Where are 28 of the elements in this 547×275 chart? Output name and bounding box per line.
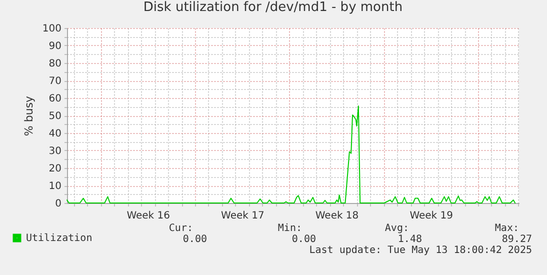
x-tick-label: Week 18 — [315, 210, 359, 222]
y-tick-label: 80 — [48, 58, 62, 70]
x-tick-label: Week 17 — [221, 210, 264, 222]
text: 0.00 — [182, 234, 207, 245]
y-tick-label: 20 — [48, 164, 62, 174]
y-tick-label: 50 — [48, 111, 62, 122]
y-tick-label: 30 — [48, 146, 62, 157]
text: Last update: Tue May 13 18:00:42 2025 — [309, 245, 532, 256]
line-series — [66, 106, 516, 204]
x-tick-label: Week 16 — [126, 210, 170, 222]
text: Cur: — [168, 223, 193, 234]
y-tick-label: 10 — [48, 181, 62, 192]
text: Avg: — [384, 223, 409, 234]
legend-label: Utilization — [26, 233, 92, 244]
y-tick-label: 0 — [55, 198, 62, 210]
x-tick-label: Week 19 — [410, 210, 453, 222]
text: 1.48 — [398, 234, 422, 245]
text: Min: — [278, 223, 302, 234]
y-tick-label: 40 — [48, 128, 62, 140]
text: 0.00 — [292, 234, 316, 245]
y-tick-label: 60 — [48, 94, 62, 104]
y-tick-label: 90 — [48, 41, 62, 52]
chart-title: Disk utilization for /dev/md1 - by month — [143, 0, 403, 15]
text: Max: — [494, 223, 519, 234]
y-axis-title: % busy — [22, 95, 36, 136]
y-tick-label: 70 — [48, 76, 62, 87]
y-tick-label: 100 — [42, 24, 62, 34]
text: 89.27 — [502, 234, 532, 245]
